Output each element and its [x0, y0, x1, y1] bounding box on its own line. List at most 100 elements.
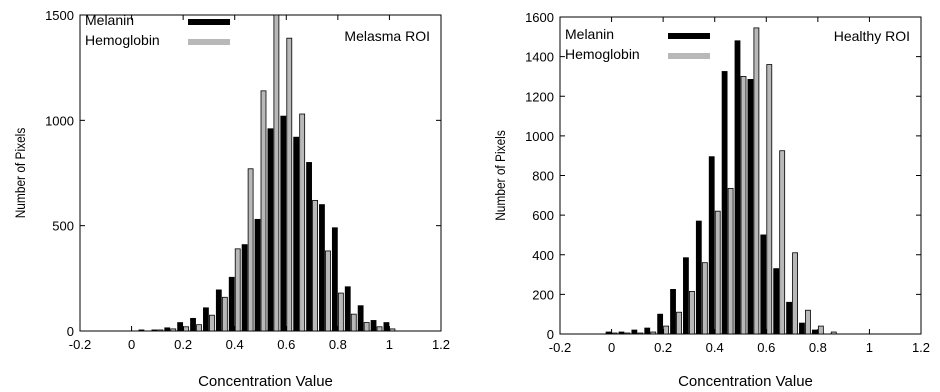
melanin-bar: [618, 331, 625, 335]
melanin-bar: [293, 136, 300, 332]
x-tick-label: -0.2: [549, 340, 571, 355]
melanin-bar: [734, 40, 741, 335]
x-tick-label: 0.6: [757, 340, 775, 355]
melanin-bar: [138, 329, 145, 332]
x-tick-label: 1.2: [432, 337, 450, 352]
melanin-bar: [254, 218, 261, 332]
melanin-bar: [695, 220, 702, 335]
melanin-bar: [760, 234, 767, 335]
hemoglobin-bar: [650, 331, 657, 335]
hemoglobin-bar: [701, 262, 708, 335]
roi-label: Melasma ROI: [344, 28, 430, 44]
legend-label-hemoglobin: Hemoglobin: [85, 32, 160, 48]
y-axis-title: Number of Pixels: [12, 127, 28, 218]
y-axis-title: Number of Pixels: [492, 130, 508, 221]
hemoglobin-bar: [247, 168, 254, 332]
melanin-bar: [319, 204, 325, 332]
hemoglobin-bar: [389, 328, 396, 332]
y-tick-label: 800: [532, 169, 554, 184]
melanin-bar: [708, 156, 715, 335]
melanin-bar: [657, 313, 664, 335]
hemoglobin-bar: [792, 252, 798, 335]
melanin-bar: [164, 327, 171, 332]
melanin-bar: [799, 322, 805, 335]
melanin-bar: [241, 244, 248, 332]
y-tick-label: 1200: [525, 89, 554, 104]
healthy-histogram-panel: -0.2 0 0.2 0.4 0.6 0.8 1 1.20200400600800100012…: [492, 10, 930, 390]
hemoglobin-bar: [740, 76, 747, 335]
y-tick-label: 1000: [525, 129, 554, 144]
legend-swatch-melanin: [188, 19, 230, 25]
x-tick-label: 1: [386, 337, 393, 352]
tick-group: -0.2 0 0.2 0.4 0.6 0.8 1 1.20200400600800100012…: [525, 10, 930, 355]
hemoglobin-bar: [753, 27, 760, 335]
hemoglobin-bar: [157, 329, 164, 332]
hemoglobin-bar: [805, 309, 811, 335]
roi-label: Healthy ROI: [834, 28, 910, 44]
hemoglobin-bar: [183, 326, 190, 332]
melanin-bar: [280, 115, 287, 332]
x-tick-label: -0.2: [69, 337, 91, 352]
melanin-bar: [357, 305, 364, 332]
legend-swatch-melanin: [668, 33, 710, 39]
x-tick-label: 0: [608, 340, 615, 355]
x-tick-label: 0.2: [174, 337, 192, 352]
x-tick-label: 0.2: [654, 340, 672, 355]
x-tick-label: 0.8: [809, 340, 827, 355]
plot-frame: [79, 14, 442, 332]
melanin-bar: [605, 331, 612, 335]
melanin-bar: [644, 327, 651, 335]
legend-label-melanin: Melanin: [565, 26, 614, 42]
bar-group: [605, 27, 837, 335]
y-tick-label: 500: [52, 219, 74, 234]
hemoglobin-bar: [273, 14, 280, 332]
y-tick-label: 400: [532, 248, 554, 263]
melanin-bar: [306, 162, 312, 332]
hemoglobin-bar: [286, 37, 293, 332]
melanin-bar: [151, 329, 158, 332]
hemoglobin-bar: [637, 332, 644, 335]
y-tick-label: 1400: [525, 50, 554, 65]
x-tick-label: 1.2: [912, 340, 930, 355]
melanin-bar: [215, 289, 222, 332]
hemoglobin-bar: [376, 326, 383, 332]
hemoglobin-bar: [676, 311, 682, 335]
hemoglobin-bar: [234, 248, 241, 332]
x-axis-title: Concentration Value: [678, 373, 813, 390]
hemoglobin-bar: [337, 292, 344, 332]
melanin-bar: [331, 227, 338, 332]
hemoglobin-bar: [830, 331, 837, 335]
melanin-bar: [228, 276, 235, 332]
hemoglobin-bar: [766, 64, 773, 335]
hemoglobin-bar: [209, 314, 215, 332]
plot-frame: [559, 16, 922, 335]
y-tick-label: 0: [547, 327, 554, 342]
legend-label-melanin: Melanin: [85, 12, 134, 28]
y-tick-label: 1600: [525, 10, 554, 25]
hemoglobin-bar: [714, 210, 721, 335]
legend-swatch-hemoglobin: [668, 53, 710, 59]
melanin-bar: [344, 286, 351, 332]
melanin-bar: [190, 317, 196, 332]
x-tick-label: 0.8: [329, 337, 347, 352]
melanin-bar: [670, 289, 676, 335]
hemoglobin-bar: [325, 250, 331, 332]
hemoglobin-bar: [196, 324, 202, 332]
x-tick-label: 0: [128, 337, 135, 352]
melanin-bar: [721, 71, 728, 335]
melanin-bar: [811, 329, 818, 335]
hemoglobin-bar: [312, 199, 318, 332]
hemoglobin-bar: [363, 322, 370, 332]
hemoglobin-bar: [689, 291, 695, 335]
melanin-bar: [177, 322, 184, 332]
legend-label-hemoglobin: Hemoglobin: [565, 46, 640, 62]
x-tick-label: 0.4: [706, 340, 724, 355]
melanin-bar: [631, 329, 638, 335]
hemoglobin-bar: [260, 90, 267, 332]
melanin-bar: [773, 268, 780, 335]
hemoglobin-bar: [221, 296, 228, 332]
x-tick-label: 1: [866, 340, 873, 355]
